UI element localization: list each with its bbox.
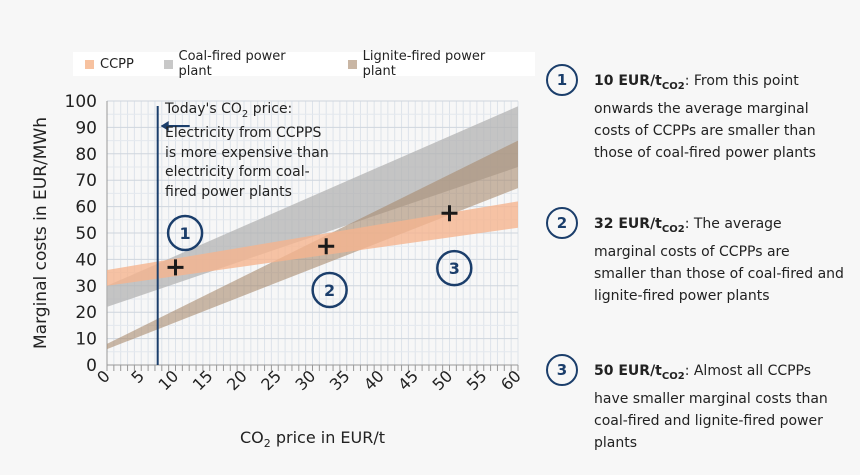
x-tick-label: 30 [291, 366, 319, 394]
cross-marker [167, 259, 184, 276]
x-tick-label: 45 [394, 366, 422, 394]
y-tick-label: 50 [75, 224, 97, 244]
x-tick-label: 35 [326, 366, 354, 394]
circle-label [166, 214, 204, 252]
x-tick-label: 60 [497, 366, 525, 394]
x-tick-label: 20 [223, 366, 251, 394]
circle-label-number: 3 [449, 259, 460, 278]
note-text: : Almost all CCPPs have smaller marginal… [594, 363, 828, 451]
note-text: : From this point onwards the average ma… [594, 73, 816, 161]
cross-marker [441, 205, 458, 222]
y-tick-label: 0 [86, 356, 97, 376]
y-tick-label: 10 [75, 330, 97, 350]
circle-label [311, 271, 348, 309]
x-tick-label: 10 [154, 366, 182, 394]
y-tick-label: 90 [75, 118, 97, 138]
legend-item-lignite: Lignite-fired power plant [347, 49, 517, 79]
legend-swatch [163, 59, 173, 69]
legend-label: Coal-fired power plant [178, 49, 286, 79]
legend: CCPP Coal-fired power plant Lignite-fire… [73, 49, 535, 79]
note-price: 50 EUR/t [594, 363, 662, 379]
circle-label [436, 249, 473, 287]
annotation-text: price: [248, 101, 293, 117]
y-tick-label: 100 [65, 92, 97, 112]
note-sub: CO2 [661, 223, 685, 235]
y-tick-label: 80 [75, 145, 97, 165]
y-tick-label: 20 [75, 303, 97, 323]
circle-label-number: 1 [180, 224, 191, 243]
x-tick-label: 5 [127, 366, 148, 387]
x-tick-label: 40 [360, 366, 388, 394]
x-tick-label: 55 [463, 366, 491, 394]
y-tick-label: 40 [75, 250, 97, 270]
cross-marker [318, 238, 335, 255]
annotation-text: Today's CO [165, 101, 242, 117]
circle-label-number: 2 [324, 281, 335, 300]
legend-label: Lignite-fired power plant [362, 49, 486, 79]
y-tick-label: 70 [75, 171, 97, 191]
note-text: : The average marginal costs of CCPPs ar… [594, 216, 844, 304]
circle-number: 1 [546, 64, 578, 96]
circle-number: 3 [546, 354, 578, 386]
annotation-text: fired power plants [165, 183, 292, 200]
y-tick-label: 30 [75, 277, 97, 297]
y-axis-label: Marginal costs in EUR/MWh [31, 117, 51, 349]
arrow-head-icon [160, 121, 169, 131]
x-tick-label: 15 [189, 366, 217, 394]
note-sub: CO2 [661, 80, 685, 92]
annotation-text: is more expensive than [165, 144, 329, 161]
circle-number: 2 [546, 207, 578, 239]
x-axis-label: CO2 price in EUR/t [240, 428, 385, 450]
legend-item-ccpp: CCPP [85, 57, 134, 72]
legend-swatch [85, 59, 94, 69]
y-tick-label: 60 [75, 198, 97, 218]
x-tick-label: 25 [257, 366, 285, 394]
annotation-sub: 2 [241, 108, 249, 120]
annotation-text: electricity form coal- [165, 164, 310, 181]
annotation-text: Electricity from CCPPS [165, 125, 322, 142]
legend-swatch [347, 59, 357, 69]
todays-price-annotation: Today's CO2 price: Electricity from CCPP… [165, 100, 329, 202]
note-price: 10 EUR/t [594, 73, 662, 89]
note-price: 32 EUR/t [594, 216, 662, 232]
x-tick-label: 0 [93, 366, 114, 387]
x-tick-label: 50 [428, 366, 456, 394]
legend-item-coal: Coal-fired power plant [163, 49, 318, 79]
ccpp-band [107, 201, 518, 286]
legend-label: CCPP [100, 56, 134, 72]
note-sub: CO2 [661, 370, 685, 382]
